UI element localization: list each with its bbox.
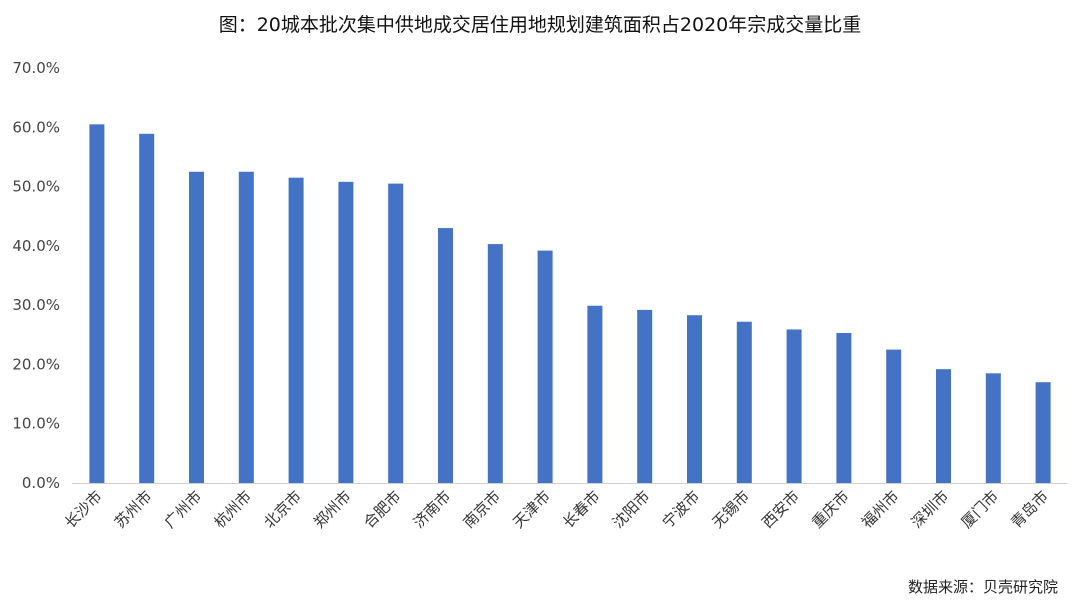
x-tick-label: 无锡市 xyxy=(709,487,754,532)
y-tick-label: 70.0% xyxy=(12,59,60,77)
chart-title: 图：20城本批次集中供地成交居住用地规划建筑面积占2020年宗成交量比重 xyxy=(218,14,862,36)
x-tick-label: 广州市 xyxy=(161,487,206,532)
y-tick-label: 40.0% xyxy=(12,237,60,255)
bar xyxy=(786,329,802,483)
x-tick-label: 天津市 xyxy=(509,487,554,532)
x-tick-label: 青岛市 xyxy=(1007,487,1052,532)
x-tick-label: 长春市 xyxy=(559,487,604,532)
y-tick-label: 20.0% xyxy=(12,355,60,373)
y-tick-label: 0.0% xyxy=(22,474,60,492)
bar xyxy=(388,183,404,483)
bar xyxy=(89,124,105,484)
x-tick-label: 长沙市 xyxy=(61,487,106,532)
x-tick-label: 厦门市 xyxy=(958,487,1003,532)
bar xyxy=(338,181,354,484)
x-tick-label: 沈阳市 xyxy=(609,487,654,532)
bar xyxy=(487,244,503,483)
x-tick-label: 杭州市 xyxy=(211,487,256,532)
bar xyxy=(985,373,1001,483)
x-tick-label: 南京市 xyxy=(460,487,505,532)
bar xyxy=(438,228,453,483)
x-tick-label: 重庆市 xyxy=(808,487,853,532)
y-tick-label: 60.0% xyxy=(12,118,60,136)
x-tick-label: 西安市 xyxy=(758,487,803,532)
x-tick-label: 合肥市 xyxy=(360,487,405,532)
bar xyxy=(238,171,254,483)
bar xyxy=(587,305,603,483)
bar xyxy=(139,133,155,484)
y-tick-label: 10.0% xyxy=(12,415,60,433)
y-tick-label: 30.0% xyxy=(12,296,60,314)
y-tick-label: 50.0% xyxy=(12,178,60,196)
bar xyxy=(936,369,951,483)
bar xyxy=(637,309,653,483)
x-tick-label: 郑州市 xyxy=(310,487,355,532)
x-tick-label: 福州市 xyxy=(858,487,903,532)
bar xyxy=(189,171,204,483)
bar xyxy=(687,315,702,483)
bar xyxy=(836,333,852,483)
x-tick-label: 宁波市 xyxy=(659,487,704,532)
bar xyxy=(537,250,553,483)
bar xyxy=(1035,382,1051,483)
x-tick-label: 苏州市 xyxy=(111,487,156,532)
source-note: 数据来源：贝壳研究院 xyxy=(907,578,1058,596)
x-tick-label: 济南市 xyxy=(410,487,455,532)
bar xyxy=(886,349,902,483)
x-tick-label: 北京市 xyxy=(260,487,305,532)
bar xyxy=(288,177,304,483)
x-tick-label: 深圳市 xyxy=(908,487,953,532)
bar xyxy=(736,321,752,483)
